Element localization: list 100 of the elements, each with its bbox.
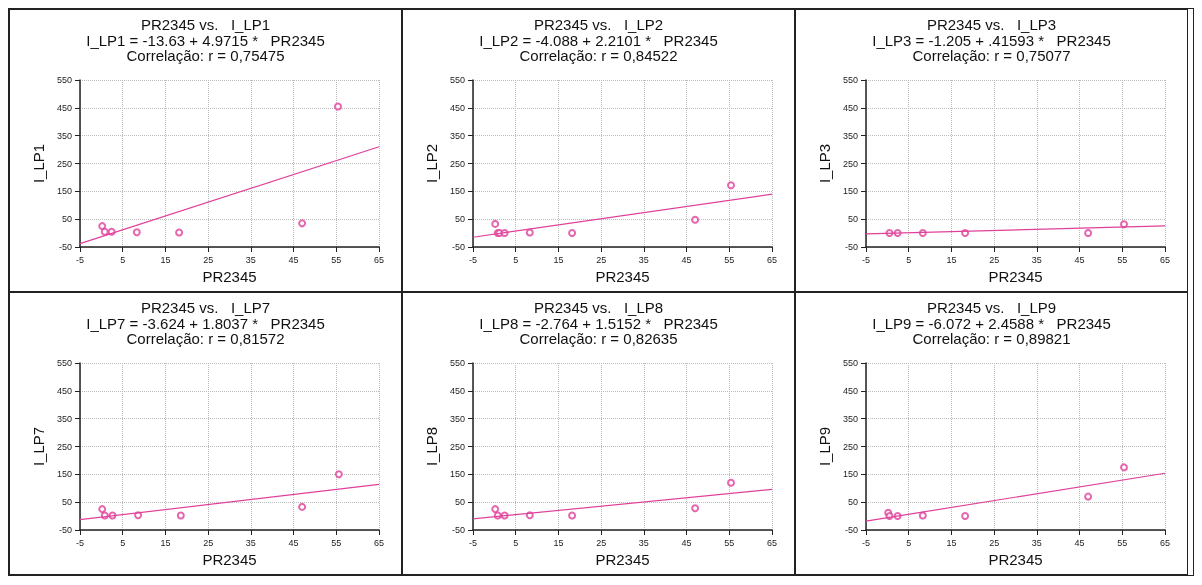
y-axis-title: I_LP7 bbox=[30, 426, 48, 467]
y-tick-label: 450 bbox=[449, 385, 465, 396]
x-tick-label: 25 bbox=[203, 537, 214, 548]
x-tick-label: 45 bbox=[288, 537, 299, 548]
x-tick-label: 65 bbox=[373, 537, 385, 548]
x-tick-label: 15 bbox=[160, 254, 171, 265]
y-tick-label: 550 bbox=[449, 75, 465, 85]
x-axis-title: PR2345 bbox=[595, 550, 650, 568]
x-tick-label: 25 bbox=[203, 254, 214, 265]
x-tick-label: 5 bbox=[120, 254, 126, 265]
x-tick-label: 35 bbox=[1031, 537, 1042, 548]
chart-subtitle: I_LP9 = -6.072 + 2.4588 * PR2345 bbox=[872, 315, 1111, 332]
x-tick-label: 65 bbox=[766, 254, 778, 265]
x-axis-title: PR2345 bbox=[988, 550, 1043, 568]
x-tick-label: 35 bbox=[245, 254, 256, 265]
text: Correlação: r = 0,75077 bbox=[912, 47, 1071, 64]
y-tick-label: 250 bbox=[842, 441, 858, 452]
y-tick-label: 150 bbox=[449, 186, 465, 197]
chart-subtitle: I_LP8 = -2.764 + 1.5152 * PR2345 bbox=[479, 315, 718, 332]
chart-subtitle: I_LP3 = -1.205 + .41593 * PR2345 bbox=[872, 32, 1111, 49]
x-tick-label: 35 bbox=[1031, 254, 1042, 265]
y-axis-title: I_LP8 bbox=[423, 426, 441, 467]
x-tick-label: 15 bbox=[553, 537, 564, 548]
y-tick-label: 550 bbox=[449, 358, 465, 368]
chart-title: PR2345 vs. I_LP9 bbox=[926, 299, 1057, 316]
text: Correlação: r = 0,89821 bbox=[912, 330, 1071, 347]
y-tick-label: 350 bbox=[449, 413, 465, 424]
y-tick-label: 450 bbox=[56, 102, 72, 113]
y-axis-title: I_LP3 bbox=[816, 143, 834, 184]
x-tick-label: 55 bbox=[331, 537, 342, 548]
x-tick-label: 45 bbox=[1074, 254, 1085, 265]
x-tick-label: -5 bbox=[75, 254, 85, 265]
y-tick-label: 150 bbox=[842, 469, 858, 480]
x-tick-label: 35 bbox=[638, 537, 649, 548]
y-axis-title: I_LP2 bbox=[423, 143, 441, 184]
y-tick-label: 250 bbox=[56, 441, 72, 452]
x-axis-title: PR2345 bbox=[595, 267, 650, 285]
x-axis-title: PR2345 bbox=[988, 267, 1043, 285]
y-tick-label: 250 bbox=[56, 158, 72, 169]
y-tick-label: 50 bbox=[61, 214, 72, 225]
y-tick-label: 450 bbox=[56, 385, 72, 396]
chart-subtitle: I_LP1 = -13.63 + 4.9715 * PR2345 bbox=[86, 32, 325, 49]
y-tick-label: 350 bbox=[56, 413, 72, 424]
chart-title: PR2345 vs. I_LP1 bbox=[140, 16, 271, 33]
y-tick-label: 350 bbox=[842, 130, 858, 141]
x-tick-label: 5 bbox=[906, 254, 912, 265]
x-tick-label: -5 bbox=[861, 537, 871, 548]
x-axis-title: PR2345 bbox=[202, 267, 257, 285]
y-tick-label: 50 bbox=[454, 214, 465, 225]
chart-subtitle: I_LP7 = -3.624 + 1.8037 * PR2345 bbox=[86, 315, 325, 332]
y-tick-label: 550 bbox=[842, 75, 858, 85]
y-axis-title: I_LP9 bbox=[816, 426, 834, 467]
x-tick-label: 35 bbox=[638, 254, 649, 265]
y-axis-title: I_LP1 bbox=[30, 143, 48, 184]
y-tick-label: -50 bbox=[58, 525, 72, 535]
x-tick-label: -5 bbox=[468, 254, 478, 265]
y-tick-label: 250 bbox=[449, 158, 465, 169]
x-axis-title: PR2345 bbox=[202, 550, 257, 568]
x-tick-label: 35 bbox=[245, 537, 256, 548]
y-tick-label: -50 bbox=[844, 242, 858, 252]
x-tick-label: 55 bbox=[1117, 537, 1128, 548]
y-tick-label: 550 bbox=[842, 358, 858, 368]
x-tick-label: -5 bbox=[861, 254, 871, 265]
x-tick-label: 5 bbox=[906, 537, 912, 548]
chart-title: PR2345 vs. I_LP3 bbox=[926, 16, 1057, 33]
y-tick-label: 550 bbox=[56, 358, 72, 368]
x-tick-label: 45 bbox=[288, 254, 299, 265]
chart-subtitle: I_LP2 = -4.088 + 2.2101 * PR2345 bbox=[479, 32, 718, 49]
y-tick-label: 150 bbox=[56, 186, 72, 197]
y-tick-label: 450 bbox=[842, 102, 858, 113]
y-tick-label: 150 bbox=[56, 469, 72, 480]
y-tick-label: 50 bbox=[847, 214, 858, 225]
text: Correlação: r = 0,81572 bbox=[126, 330, 285, 347]
x-tick-label: 5 bbox=[120, 537, 126, 548]
x-tick-label: 15 bbox=[946, 254, 957, 265]
x-tick-label: 45 bbox=[681, 254, 692, 265]
y-tick-label: 150 bbox=[842, 186, 858, 197]
chart-title: PR2345 vs. I_LP7 bbox=[140, 299, 271, 316]
x-tick-label: 55 bbox=[724, 254, 735, 265]
x-tick-label: 5 bbox=[513, 537, 519, 548]
y-tick-label: 250 bbox=[842, 158, 858, 169]
y-tick-label: -50 bbox=[58, 242, 72, 252]
x-tick-label: 15 bbox=[553, 254, 564, 265]
y-tick-label: 450 bbox=[449, 102, 465, 113]
chart-title: PR2345 vs. I_LP8 bbox=[533, 299, 664, 316]
x-tick-label: 65 bbox=[1159, 254, 1171, 265]
y-tick-label: 350 bbox=[842, 413, 858, 424]
y-tick-label: 50 bbox=[847, 497, 858, 508]
x-tick-label: 65 bbox=[373, 254, 385, 265]
y-tick-label: -50 bbox=[844, 525, 858, 535]
x-tick-label: -5 bbox=[468, 537, 478, 548]
y-tick-label: 450 bbox=[842, 385, 858, 396]
chart-title: PR2345 vs. I_LP2 bbox=[533, 16, 664, 33]
x-tick-label: 45 bbox=[1074, 537, 1085, 548]
y-tick-label: 150 bbox=[449, 469, 465, 480]
x-tick-label: 25 bbox=[989, 254, 1000, 265]
x-tick-label: 25 bbox=[596, 537, 607, 548]
text: Correlação: r = 0,82635 bbox=[519, 330, 678, 347]
text: Correlação: r = 0,75475 bbox=[126, 47, 285, 64]
x-tick-label: 15 bbox=[946, 537, 957, 548]
